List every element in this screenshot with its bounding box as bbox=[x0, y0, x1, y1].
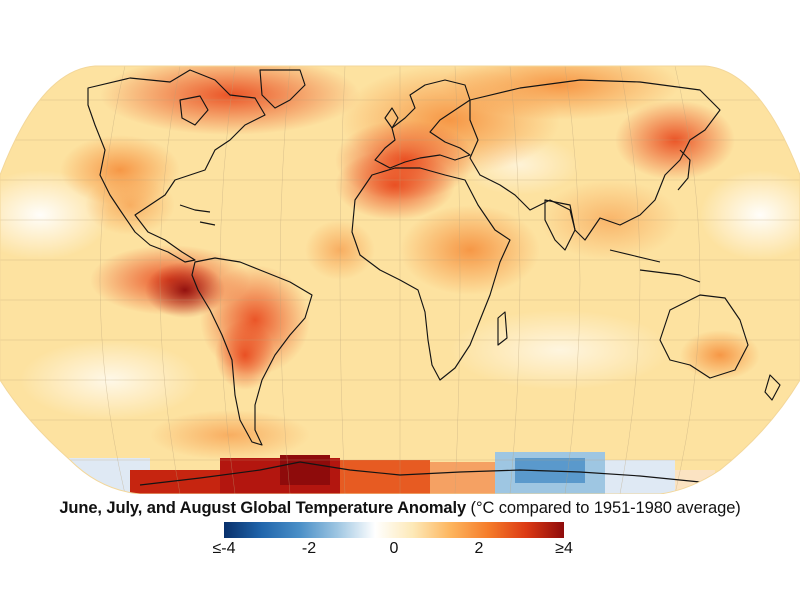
greenland-coast bbox=[259, 69, 306, 109]
temperature-anomaly-map bbox=[0, 65, 800, 494]
north-america-coast bbox=[87, 69, 266, 263]
colorbar bbox=[224, 522, 564, 538]
uk-coast bbox=[384, 107, 399, 129]
colorbar-tick-label: 0 bbox=[389, 540, 399, 557]
coastlines bbox=[87, 69, 781, 486]
madagascar-coast bbox=[497, 311, 508, 346]
japan-coast bbox=[677, 149, 691, 191]
map-border bbox=[0, 65, 800, 494]
australia-coast bbox=[659, 294, 749, 379]
colorbar-tick-label: ≥4 bbox=[555, 540, 573, 557]
colorbar-tick-label: -2 bbox=[301, 540, 317, 557]
colorbar-gradient bbox=[224, 522, 564, 538]
indonesia-coast bbox=[609, 249, 701, 283]
colorbar-tick-label: 2 bbox=[474, 540, 484, 557]
map-title-rest: (°C compared to 1951-1980 average) bbox=[466, 499, 741, 517]
caribbean-coast bbox=[179, 204, 216, 226]
india-coast bbox=[544, 199, 576, 251]
europe-coast bbox=[374, 79, 471, 169]
map-title: June, July, and August Global Temperatur… bbox=[0, 499, 800, 518]
hudson-bay-coast bbox=[179, 95, 209, 126]
graticule bbox=[0, 66, 800, 494]
africa-coast bbox=[351, 167, 511, 381]
south-america-coast bbox=[191, 257, 313, 446]
asia-coast bbox=[469, 79, 721, 241]
colorbar-tick-label: ≤-4 bbox=[212, 540, 236, 557]
map-title-bold: June, July, and August Global Temperatur… bbox=[59, 499, 467, 517]
new-zealand-coast bbox=[764, 374, 781, 401]
antarctica-coast bbox=[139, 461, 701, 486]
